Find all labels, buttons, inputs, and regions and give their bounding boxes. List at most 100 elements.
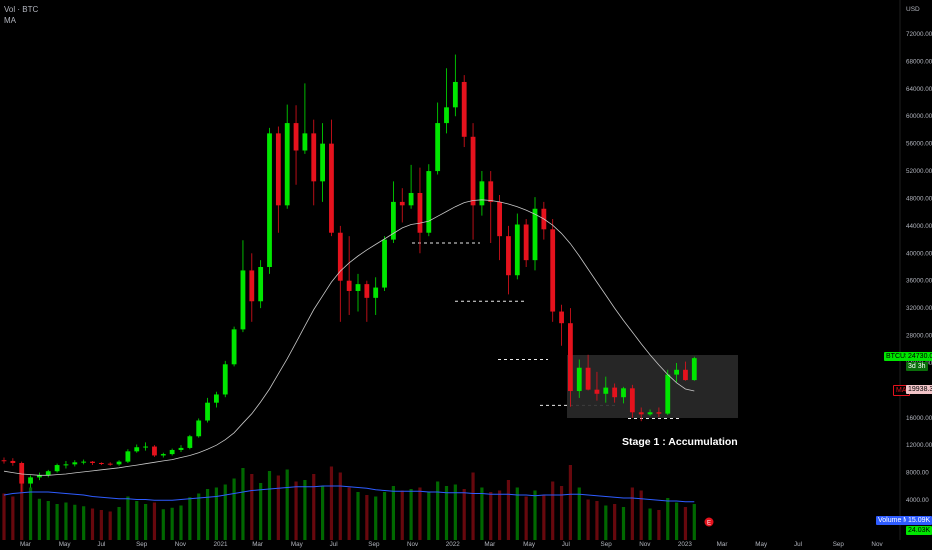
legend: Vol · BTC MA <box>4 4 38 26</box>
x-tick-label: Jul <box>794 541 802 548</box>
candle <box>249 253 255 322</box>
candle-body <box>267 133 272 267</box>
volume-bar <box>321 486 325 540</box>
candle-body <box>302 133 308 151</box>
volume-bar <box>303 480 307 540</box>
candle-body <box>426 171 432 233</box>
candle-body <box>452 81 458 108</box>
candle <box>329 119 334 237</box>
volume-value-tag: 24.03K <box>906 526 932 535</box>
candle <box>187 434 193 450</box>
y-tick-label: 68000.00 <box>906 58 932 65</box>
candle-body <box>231 329 237 365</box>
candle-body <box>576 367 582 392</box>
candle <box>152 445 157 457</box>
candle-body <box>514 224 520 276</box>
candle <box>506 225 511 295</box>
volume-bar <box>11 496 15 540</box>
volume-bar <box>99 510 103 540</box>
volume-bar <box>533 490 537 540</box>
candle-body <box>506 236 511 276</box>
volume-bar <box>329 466 334 540</box>
candle <box>275 126 281 233</box>
x-tick-label: Mar <box>484 541 495 548</box>
candle-body <box>275 133 281 206</box>
candle <box>497 195 502 261</box>
candle-body <box>63 464 69 466</box>
volume-bar <box>28 487 33 540</box>
candle-body <box>214 394 219 403</box>
volume-bar <box>577 487 581 540</box>
volume-bar <box>2 493 6 540</box>
candle-body <box>284 123 290 206</box>
candle <box>81 459 87 465</box>
volume-bar <box>604 505 608 540</box>
y-tick-label: 4000.00 <box>906 497 929 504</box>
y-axis-ticks: 4000.008000.0012000.0016000.0020000.0024… <box>906 31 932 504</box>
candle <box>98 462 104 466</box>
volume-bar <box>391 486 395 540</box>
volume-bar <box>418 487 422 540</box>
y-tick-label: 60000.00 <box>906 113 932 120</box>
candle <box>647 409 653 416</box>
candle <box>426 164 432 237</box>
y-tick-label: 48000.00 <box>906 195 932 202</box>
candle <box>37 472 42 481</box>
volume-ma-value-tag: 15.09K <box>906 516 932 525</box>
candle <box>45 469 51 478</box>
volume-bar <box>639 490 643 540</box>
volume-bar <box>506 480 511 540</box>
x-tick-label: Jul <box>562 541 570 548</box>
candle <box>656 407 662 418</box>
candle-body <box>559 311 564 324</box>
volume-bar <box>37 498 41 540</box>
volume-bar <box>630 487 634 540</box>
y-tick-label: 72000.00 <box>906 31 932 38</box>
candle-body <box>72 462 78 465</box>
candle-body <box>364 284 370 298</box>
candle-body <box>45 471 51 476</box>
candle-body <box>497 201 502 237</box>
x-tick-label: Mar <box>717 541 728 548</box>
stage-annotation: Stage 1 : Accumulation <box>622 436 738 448</box>
candle <box>337 225 343 322</box>
event-marker-icon[interactable]: E <box>704 517 714 527</box>
candle-body <box>373 287 379 298</box>
volume-bar <box>267 471 272 540</box>
candle-body <box>638 412 644 415</box>
volume-bar <box>179 505 183 540</box>
volume-bar <box>462 489 466 540</box>
candle <box>169 448 175 456</box>
price-countdown-tag: 3d 3h <box>906 362 928 371</box>
volume-bar <box>108 511 112 540</box>
candle <box>541 201 547 240</box>
candle <box>160 452 166 458</box>
svg-text:E: E <box>707 521 711 527</box>
x-tick-label: Nov <box>871 541 883 548</box>
candle-body <box>37 475 42 478</box>
candle-body <box>488 181 494 202</box>
volume-bar <box>90 508 95 540</box>
candle <box>19 461 25 492</box>
volume-bar <box>205 489 210 540</box>
y-tick-label: 56000.00 <box>906 141 932 148</box>
candle-body <box>461 81 467 137</box>
candle-body <box>28 477 33 484</box>
candle <box>72 460 78 467</box>
candle <box>143 442 148 451</box>
candle-body <box>98 462 104 464</box>
x-tick-label: 2021 <box>214 541 229 548</box>
candle <box>205 397 210 423</box>
volume-bar <box>444 486 449 540</box>
volume-bar <box>683 507 688 540</box>
volume-bar <box>276 475 280 540</box>
x-tick-label: 2022 <box>446 541 461 548</box>
volume-bar <box>161 509 165 540</box>
volume-ma-label-tag: Volume MA <box>876 516 916 525</box>
candle-body <box>435 123 441 172</box>
candle <box>63 460 69 469</box>
candle-body <box>205 402 210 421</box>
candle <box>134 444 140 453</box>
volume-bar <box>382 492 387 540</box>
